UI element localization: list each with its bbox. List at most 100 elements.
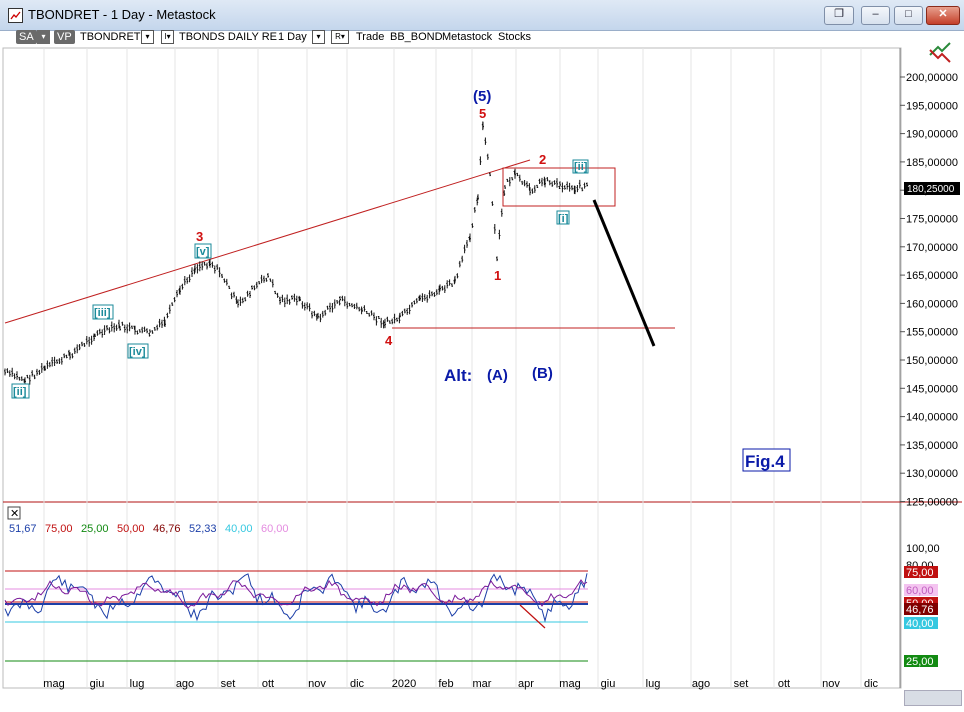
resistance-trendline [4,159,531,324]
price-y-axis: 200,00000 195,00000 190,00000 185,00000 180,… [900,72,958,509]
alt-label: Alt: [444,366,472,385]
indicator-level-badge [904,566,938,578]
indicator-level-badge [904,655,938,667]
wave-v-box [194,243,212,259]
series-name: TBONDS DAILY RE [179,31,278,43]
wave-iii-box [92,304,114,320]
oscillator-trend-line [519,604,546,629]
chart-toolbar: SA ▾ VP TBONDRET ▾ I▾ TBONDS DAILY RE 1 … [0,30,964,46]
wave-iv-box [127,343,149,359]
x-tick-label: set [734,678,749,690]
x-tick-label: dic [350,678,365,690]
maximize-button[interactable]: □ [894,6,923,25]
legend-value: 75,00 [45,523,73,535]
indicator-legend: 51,67 75,00 25,00 50,00 46,76 52,33 40,00 60,00 [9,523,289,535]
y-tick-label: 150,00000 [906,355,958,367]
legend-value: 46,76 [153,523,181,535]
x-tick-label: dic [864,678,879,690]
last-price-text: 180,25000 [907,184,955,195]
sa-button[interactable]: SA [16,30,37,44]
x-tick-label: set [221,678,236,690]
x-tick-label: nov [822,678,840,690]
wave-ii-bottom-box [11,383,30,399]
fig-label-box [742,448,791,472]
forecast-arrow [592,199,656,347]
title-bar: TBONDRET - 1 Day - Metastock ❐ – □ ✕ [0,0,964,31]
y-tick-label: 195,00000 [906,100,958,112]
r-dropdown[interactable]: R▾ [331,30,349,44]
minimize-button[interactable]: – [861,6,890,25]
chevron-down-icon: ▾ [37,30,50,44]
legend-value: 51,67 [9,523,37,535]
symbol-dropdown[interactable]: ▾ [141,30,154,44]
sa-dropdown[interactable]: ▾ [37,30,50,44]
wave-i-label: [i] [558,213,569,225]
restore-layout-button[interactable]: ❐ [824,6,854,25]
x-tick-label: 2020 [392,678,416,690]
wave-4-label: 4 [385,333,393,348]
interval-label: 1 Day [278,31,307,43]
y-tick-label: 185,00000 [906,157,958,169]
oscillator-average-line [4,579,588,609]
wave-2-label: 2 [539,152,546,167]
x-tick-label: feb [438,678,453,690]
wave-3-label: 3 [196,229,203,244]
x-tick-label: ago [176,678,194,690]
fig-label: Fig.4 [745,452,785,471]
indicator-level-label: 46,76 [906,604,934,616]
horizontal-scrollbar[interactable] [904,690,962,706]
y-tick-label: 155,00000 [906,327,958,339]
y-tick-label: 130,00000 [906,468,958,480]
close-indicator-button[interactable] [7,506,21,520]
x-tick-label: giu [601,678,616,690]
indicator-level-label: 40,00 [906,618,934,630]
wave-ii-box [572,159,589,174]
y-tick-label: 145,00000 [906,383,958,395]
indicator-y-axis: 100,0080,0075,0060,0050,0046,7640,0025,0… [904,543,940,668]
indicator-level-badge [904,603,938,615]
x-axis-labels: mag giu lug ago set ott nov dic 2020 feb mar apr mag… [43,678,878,690]
oscillator-line [4,573,588,623]
x-tick-label: mag [43,678,64,690]
x-tick-label: mar [473,678,492,690]
security-type: Stocks [498,31,532,43]
interval-dropdown[interactable]: ▾ [312,30,325,44]
x-tick-label: nov [308,678,326,690]
legend-value: 25,00 [81,523,109,535]
vp-button[interactable]: VP [54,30,75,44]
x-tick-label: lug [130,678,145,690]
y-tick-label: 140,00000 [906,412,958,424]
y-tick-label: 200,00000 [906,72,958,84]
trade-tool-icon[interactable] [929,42,951,63]
indicator-level-label: 75,00 [906,567,934,579]
y-tick-label: 190,00000 [906,129,958,141]
y-tick-label: 165,00000 [906,270,958,282]
x-tick-label: apr [518,678,534,690]
last-price-badge [904,182,960,195]
legend-value: 50,00 [117,523,145,535]
consolidation-box [502,167,616,207]
legend-value: 52,33 [189,523,217,535]
x-tick-label: lug [646,678,661,690]
alt-wave-a-label: (A) [487,367,508,384]
close-button[interactable]: ✕ [926,6,960,25]
chart-app-icon [8,8,23,23]
chart-frame [2,47,902,689]
indicator-tick-label: 100,00 [906,543,940,555]
trade-button[interactable]: Trade [356,31,385,43]
x-tick-label: ott [778,678,790,690]
wave-iv-label: [iv] [129,346,146,358]
indicator-level-badge [904,584,938,596]
x-tick-label: giu [90,678,105,690]
close-x-icon: ✕ [10,508,19,520]
security-list-dropdown[interactable]: I▾ [161,30,174,44]
wave-5-primary-label: (5) [473,88,491,105]
y-tick-label: 125,00000 [906,497,958,509]
wave-ii-bottom-label: [ii] [13,386,27,398]
data-source: Metastock [442,31,493,43]
x-tick-label: ago [692,678,710,690]
security-name: BB_BOND [390,31,443,43]
chevron-down-icon: ▾ [312,30,325,44]
chevron-down-icon: ▾ [141,30,154,44]
